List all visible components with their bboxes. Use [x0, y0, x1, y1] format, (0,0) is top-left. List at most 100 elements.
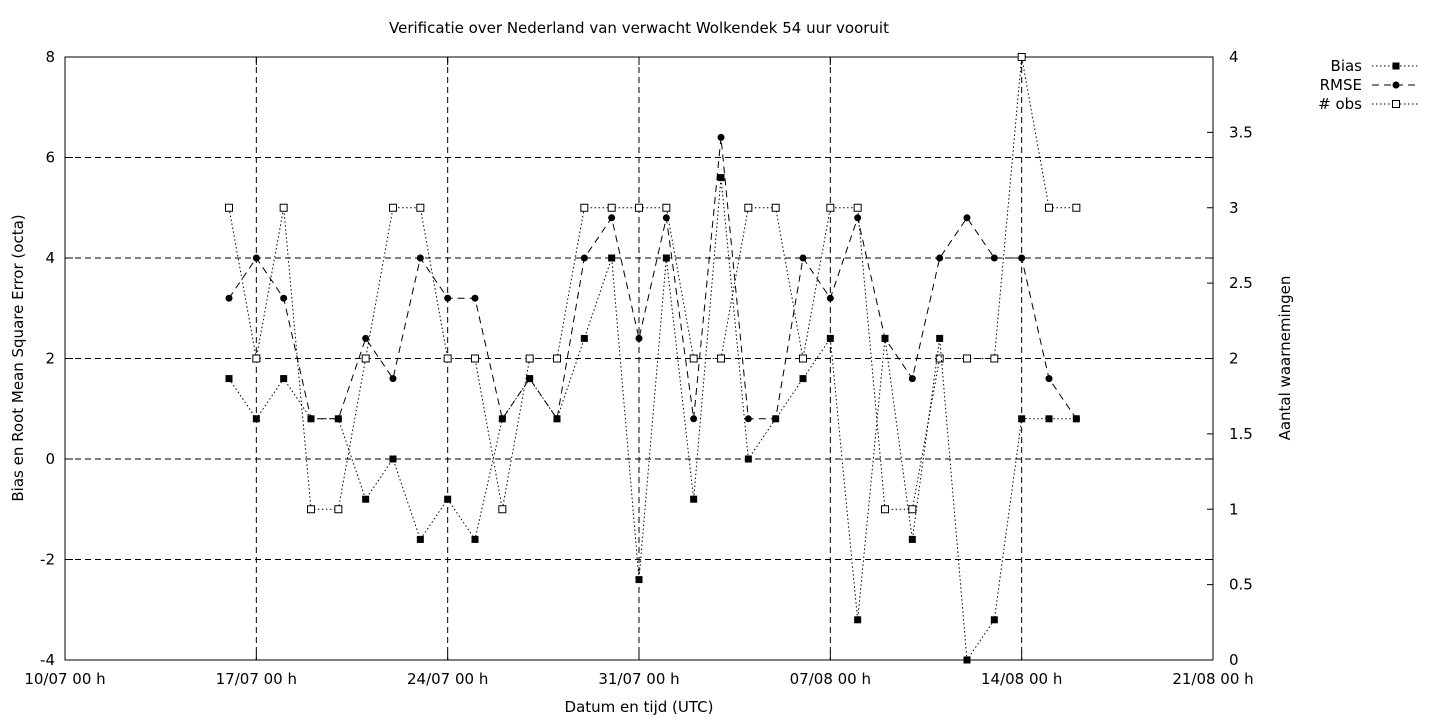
data-point [280, 375, 288, 383]
y-tick-label: 4 [45, 249, 55, 267]
data-point [580, 203, 589, 212]
data-point [744, 415, 752, 423]
data-point [635, 334, 643, 342]
data-point [608, 214, 616, 222]
data-point [279, 203, 288, 212]
y-tick-label: 0 [45, 450, 55, 468]
data-point [662, 254, 670, 262]
data-point [307, 505, 315, 514]
y2-tick-label: 2 [1229, 350, 1239, 368]
data-point [389, 455, 397, 463]
data-point [908, 535, 916, 543]
data-point [854, 616, 862, 624]
data-point [881, 505, 889, 514]
axis-ticks: -4 -2 0 2 4 6 8 0 0.5 1 1.5 2 2.5 3 3.5 4 10/07 00 h 17/0… [24, 48, 1253, 688]
data-point [252, 415, 260, 423]
data-point [662, 214, 670, 222]
data-point [990, 354, 999, 363]
data-point [689, 354, 698, 363]
data-point [1018, 415, 1026, 423]
data-point [580, 254, 588, 262]
data-point [498, 505, 507, 514]
data-point [334, 505, 343, 514]
grid [65, 57, 1213, 660]
data-point [635, 203, 643, 212]
series-0 [225, 174, 1080, 664]
data-point [826, 203, 835, 212]
data-point [225, 203, 233, 212]
data-point [498, 415, 506, 423]
data-point [389, 375, 397, 383]
data-point [362, 334, 370, 342]
data-point [416, 203, 425, 212]
data-point [990, 616, 998, 624]
data-point [389, 203, 397, 212]
y2-tick-label: 3.5 [1229, 123, 1253, 141]
data-point [362, 495, 370, 503]
y-tick-label: 2 [45, 350, 55, 368]
series-line [228, 137, 1077, 421]
data-point [361, 354, 370, 363]
y-axis-label: Bias en Root Mean Square Error (octa) [9, 214, 27, 501]
series-2 [225, 53, 1081, 514]
series-layer [225, 53, 1081, 664]
data-point [252, 354, 261, 363]
data-point [799, 254, 807, 262]
data-point [963, 656, 971, 664]
x-tick-label: 24/07 00 h [407, 670, 488, 688]
data-point [936, 254, 944, 262]
legend-label: # obs [1318, 95, 1362, 113]
data-point [935, 354, 944, 363]
data-point [799, 354, 807, 363]
data-point [280, 294, 288, 302]
data-point [1072, 203, 1081, 212]
x-tick-label: 31/07 00 h [598, 670, 679, 688]
data-point [580, 334, 588, 342]
data-point [471, 354, 479, 363]
data-point [826, 294, 834, 302]
data-point [225, 375, 233, 383]
data-point [854, 214, 862, 222]
data-point [526, 375, 534, 383]
data-point [1018, 254, 1026, 262]
data-point [744, 455, 752, 463]
data-point [1017, 53, 1026, 61]
x-tick-label: 17/07 00 h [216, 670, 297, 688]
data-point [717, 354, 725, 363]
data-point [416, 535, 424, 543]
x-tick-label: 14/08 00 h [981, 670, 1062, 688]
data-point [443, 354, 452, 363]
x-tick-label: 10/07 00 h [24, 670, 105, 688]
series-1 [225, 133, 1080, 423]
data-point [772, 415, 780, 423]
data-point [717, 133, 725, 141]
data-point [416, 254, 424, 262]
data-point [908, 505, 917, 514]
data-point [553, 354, 561, 363]
data-point [334, 415, 342, 423]
data-point [471, 294, 479, 302]
data-point [908, 375, 916, 383]
data-point [963, 214, 971, 222]
y2-tick-label: 0 [1229, 651, 1239, 669]
x-tick-label: 07/08 00 h [790, 670, 871, 688]
data-point [444, 495, 452, 503]
y2-tick-label: 1.5 [1229, 425, 1253, 443]
y2-axis-label: Aantal waarnemingen [1276, 276, 1294, 441]
y-tick-label: 8 [45, 48, 55, 66]
data-point [881, 334, 889, 342]
data-point [826, 334, 834, 342]
y-tick-label: -4 [40, 651, 55, 669]
legend-marker [1392, 62, 1400, 70]
data-point [307, 415, 315, 423]
data-point [635, 576, 643, 584]
data-point [771, 203, 780, 212]
data-point [444, 294, 452, 302]
legend-label: Bias [1331, 57, 1363, 75]
data-point [690, 495, 698, 503]
data-point [1045, 415, 1053, 423]
data-point [799, 375, 807, 383]
y2-tick-label: 1 [1229, 500, 1239, 518]
